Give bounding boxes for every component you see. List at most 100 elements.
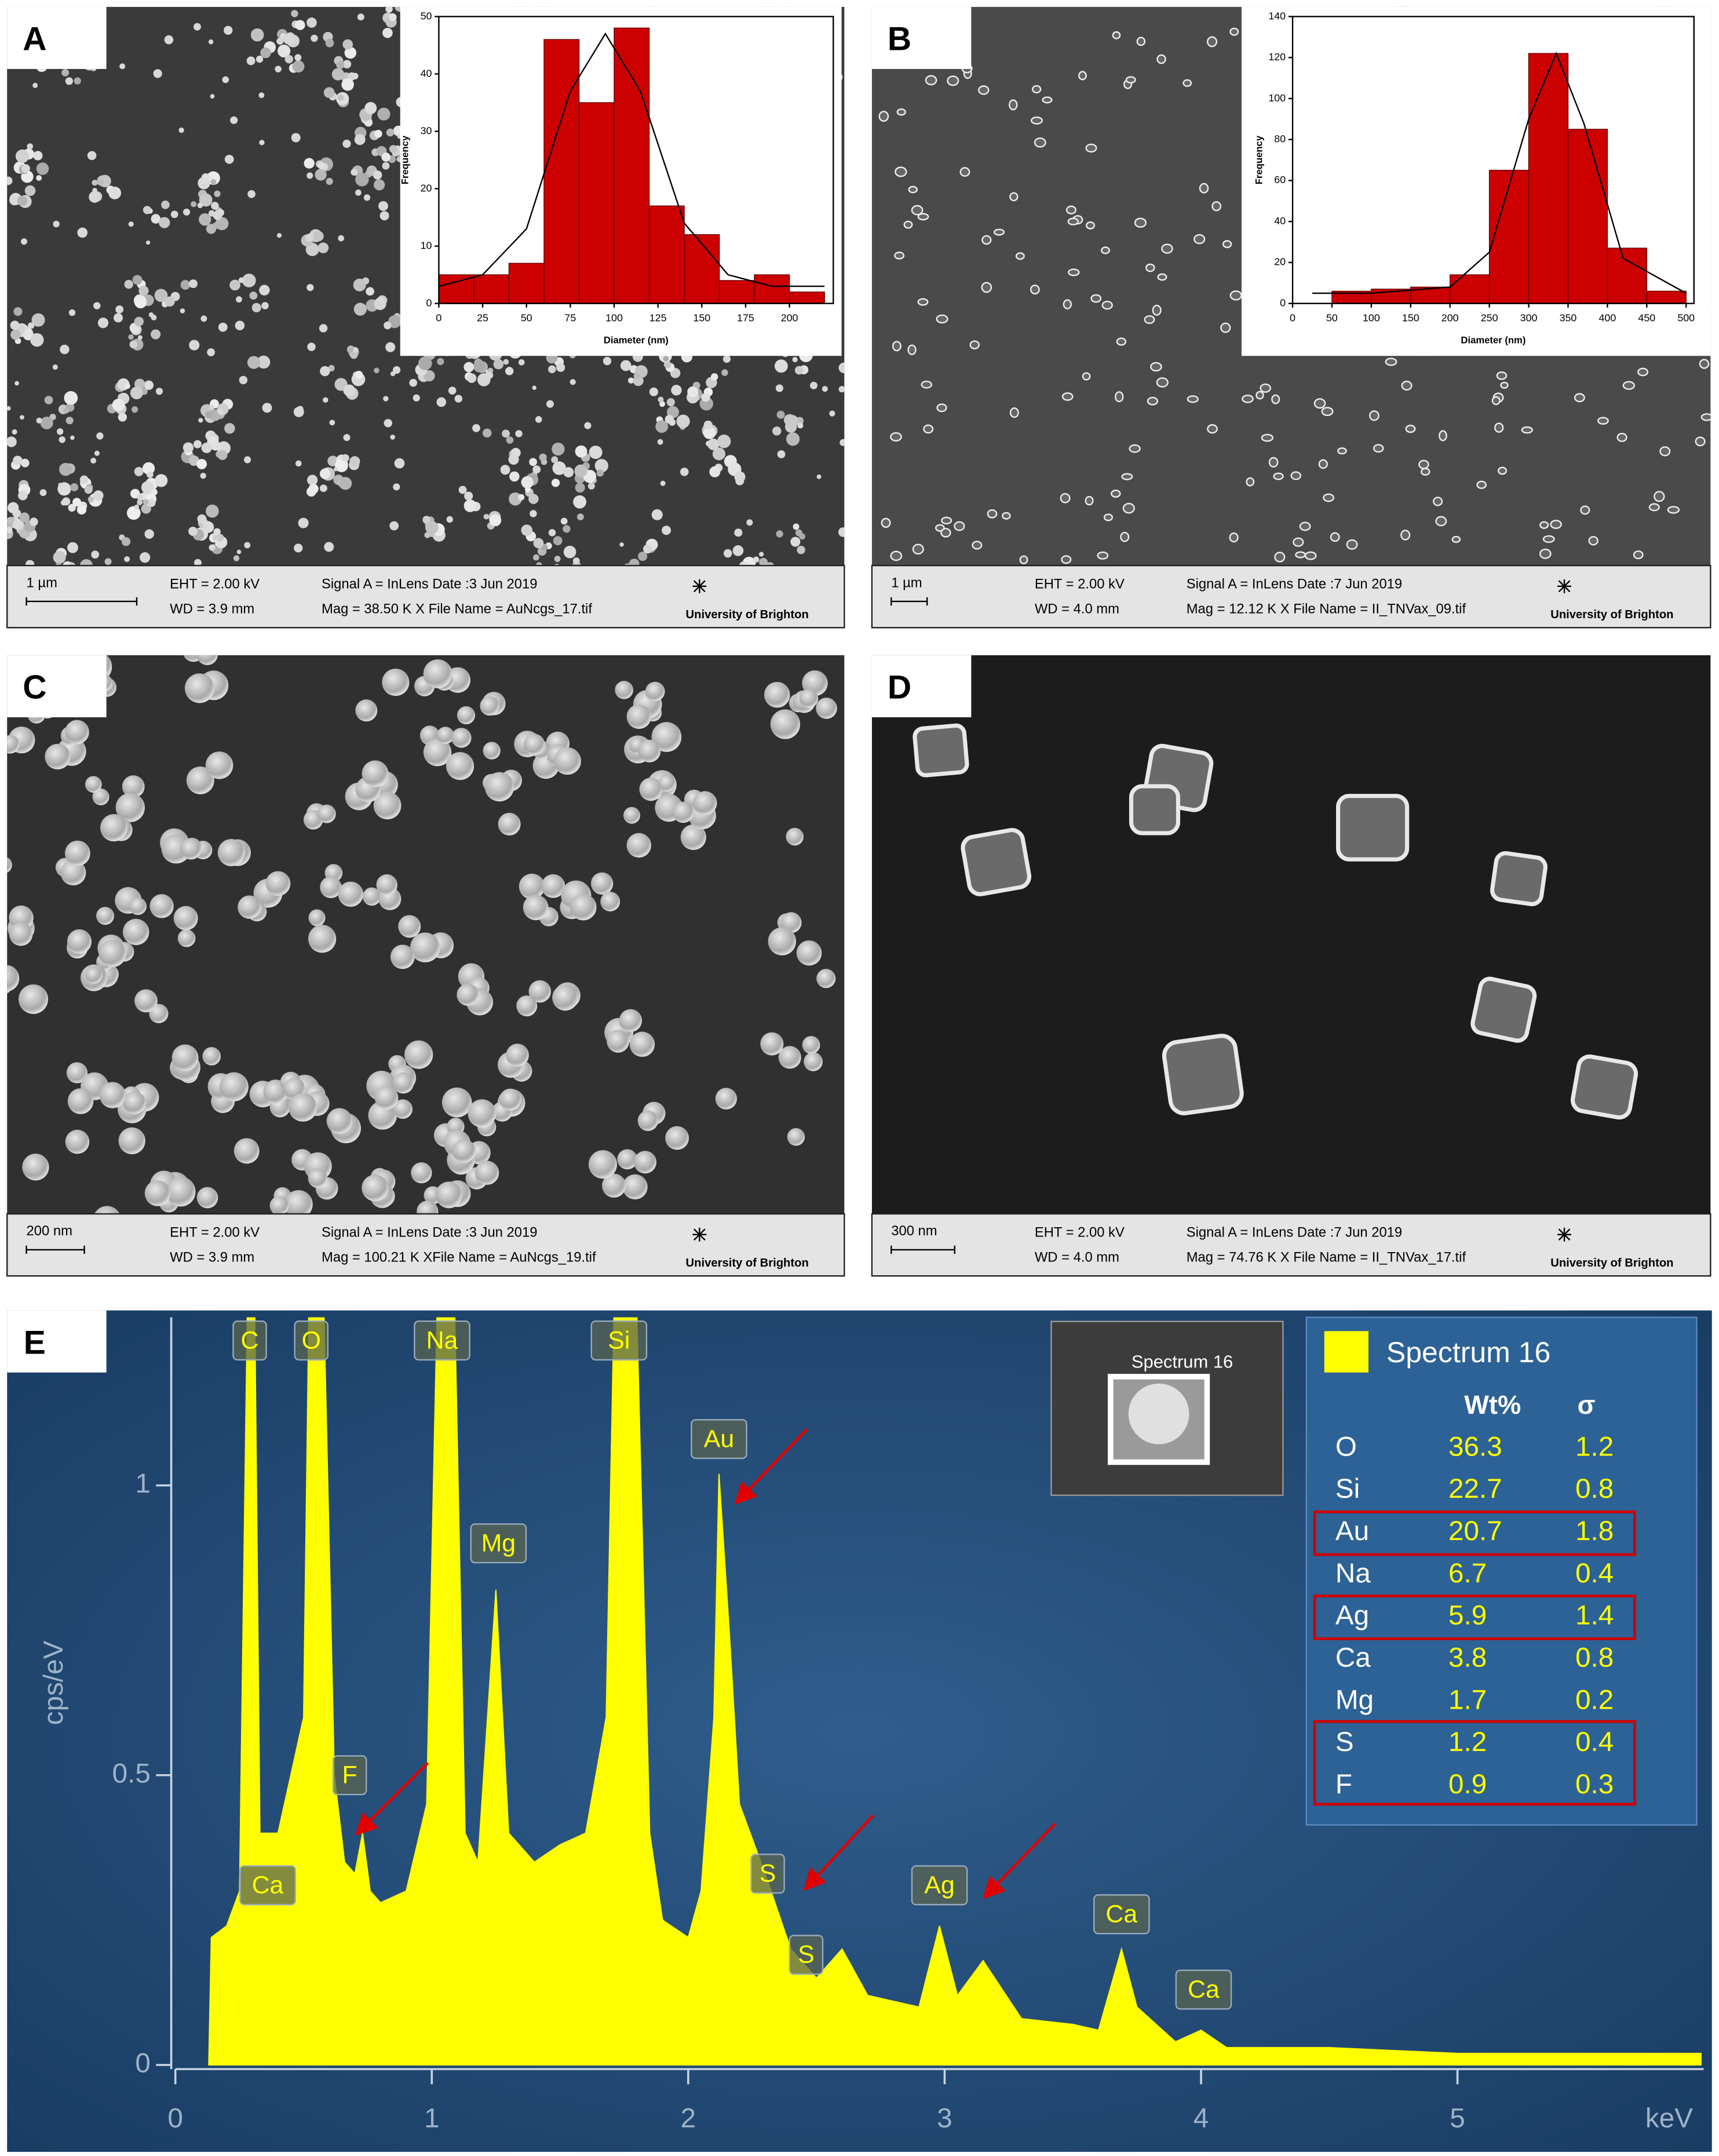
particle (660, 480, 666, 486)
particle (503, 359, 509, 365)
particle (418, 356, 432, 370)
particle (505, 367, 514, 375)
peak-label: O (302, 1326, 321, 1354)
particle (1032, 85, 1042, 94)
element: Au (1335, 1516, 1369, 1546)
particle (132, 406, 138, 413)
particle (1065, 205, 1077, 214)
particle (202, 1047, 221, 1066)
particle (633, 373, 640, 379)
particle (17, 195, 28, 206)
particle (1496, 371, 1508, 380)
x-axis-label: Diameter (nm) (604, 334, 669, 345)
particle (1256, 391, 1264, 400)
particle (233, 1138, 260, 1164)
signal: Signal A = InLens Date :3 Jun 2019 (322, 1225, 537, 1241)
spectrum: 0 1 2 3 4 5 0 0.5 1 keV cps/eV C O Na Si Au Mg F Ca S S Ag Ca C… (38, 1317, 1704, 2134)
panel-label: C (23, 669, 46, 706)
particle (144, 380, 154, 391)
particle (236, 549, 242, 554)
peak-label: Ca (252, 1871, 284, 1899)
particle (355, 173, 369, 187)
element: F (1335, 1769, 1352, 1800)
particle (89, 191, 101, 203)
particle (532, 465, 541, 474)
particle (64, 840, 90, 866)
particle (342, 60, 352, 69)
particle (144, 529, 154, 539)
x-axis-label: keV (1645, 2103, 1693, 2134)
particle (1659, 446, 1671, 457)
particle (0, 481, 3, 491)
particle (90, 458, 97, 464)
particle (1116, 337, 1127, 346)
particle (10, 329, 21, 340)
particle (317, 162, 325, 170)
y-tick-label: 140 (1268, 10, 1286, 21)
particle (376, 874, 397, 896)
peak-label-box (239, 1865, 296, 1906)
y-tick-label: 10 (421, 239, 432, 251)
particle (1085, 143, 1097, 153)
particle (892, 341, 902, 352)
particle (63, 407, 70, 414)
particle (381, 152, 391, 162)
y-tick-label: 20 (1274, 256, 1286, 268)
particle (353, 302, 367, 316)
particle (355, 371, 363, 379)
particle (262, 403, 272, 413)
particle (1147, 396, 1159, 406)
particle (895, 166, 907, 177)
particle (306, 284, 314, 291)
peak-label-box (691, 1419, 747, 1460)
particle (343, 384, 355, 396)
particle (1206, 36, 1218, 48)
particle (881, 517, 891, 528)
bar (543, 39, 580, 304)
peak-label-box (470, 1523, 527, 1564)
particle (284, 1190, 313, 1214)
particle (776, 410, 785, 419)
particle (1090, 294, 1102, 303)
particle (21, 164, 30, 173)
particle (1418, 459, 1429, 469)
particle (903, 220, 913, 229)
column-header: σ (1578, 1390, 1596, 1420)
particle (389, 145, 397, 153)
particle (912, 543, 924, 555)
y-tick-label: 0 (426, 297, 432, 308)
particle (134, 989, 158, 1013)
particle (638, 552, 648, 561)
sigma: 0.3 (1575, 1769, 1614, 1800)
particle (343, 434, 351, 442)
particle (554, 556, 561, 562)
x-tick-label: 2 (681, 2103, 696, 2134)
particle (341, 78, 354, 91)
particle (214, 190, 221, 198)
particle (149, 894, 174, 918)
peak-label: Mg (481, 1529, 516, 1557)
particle (324, 542, 334, 552)
particle (224, 155, 234, 164)
table-title: Spectrum 16 (1386, 1336, 1550, 1369)
element: O (1335, 1431, 1357, 1462)
particle (1633, 550, 1644, 560)
particle (790, 537, 801, 547)
logo: University of Brighton (686, 1257, 809, 1269)
particle (291, 133, 301, 143)
peak-label: Na (426, 1326, 458, 1354)
particle (219, 1072, 249, 1101)
particle (118, 1127, 145, 1155)
particle (8, 502, 19, 513)
particle (1222, 240, 1232, 249)
legend-swatch (1324, 1331, 1368, 1373)
particle (687, 386, 699, 397)
particle (115, 305, 124, 313)
peak-label: F (342, 1761, 357, 1789)
particle (768, 927, 797, 955)
particle (278, 44, 291, 58)
particle (528, 980, 552, 1003)
eht: EHT = 2.00 kV (1035, 1225, 1125, 1241)
eht: EHT = 2.00 kV (170, 577, 260, 592)
particle (770, 709, 801, 739)
